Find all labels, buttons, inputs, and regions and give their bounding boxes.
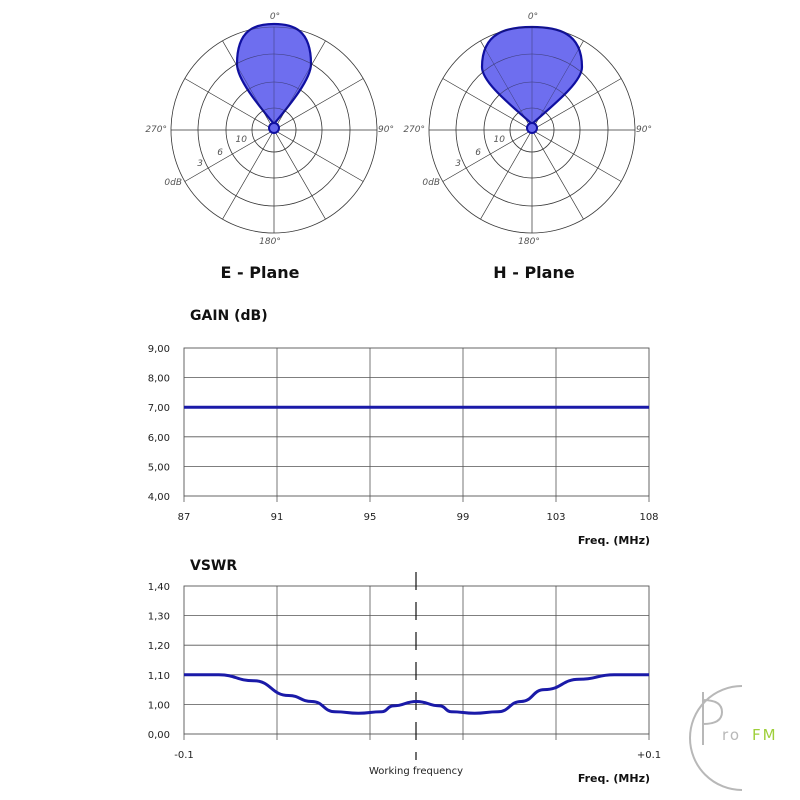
e-plane-radial-label-6: 6 bbox=[217, 148, 223, 158]
gain-x-tick-label: 87 bbox=[178, 512, 191, 523]
h-plane-polar-chart: 90° 180° 270° 0dB 3 6 10 H - Plane 0° bbox=[403, 12, 652, 282]
h-plane-title: H - Plane bbox=[493, 263, 575, 282]
gain-x-tick-label: 95 bbox=[364, 512, 377, 523]
h-plane-grid-overlay bbox=[428, 26, 636, 234]
logo-ring bbox=[689, 685, 743, 791]
gain-chart-title: GAIN (dB) bbox=[190, 308, 268, 324]
logo-text-ro: ro bbox=[722, 726, 741, 744]
h-plane-back-lobe bbox=[526, 122, 538, 134]
vswr-y-tick-label: 0,00 bbox=[148, 730, 170, 741]
gain-y-tick-label: 6,00 bbox=[148, 433, 170, 444]
vswr-chart: VSWR 0,00 1,00 1,10 1,20 1,30 1,40 -0.1 +0.1 Wo… bbox=[148, 558, 661, 785]
gain-plot-area: 4,00 5,00 6,00 7,00 8,00 9,00 87 91 95 99 103 108 bbox=[148, 344, 659, 523]
h-plane-radial-label-6: 6 bbox=[475, 148, 481, 158]
h-plane-angle-label-0: 0° bbox=[528, 12, 538, 22]
h-plane-radial-label-3: 3 bbox=[455, 159, 461, 169]
gain-y-tick-label: 5,00 bbox=[148, 462, 170, 473]
logo-text-fm: FM bbox=[752, 726, 778, 744]
e-plane-angle-label-180: 180° bbox=[259, 237, 281, 247]
gain-y-tick-label: 9,00 bbox=[148, 344, 170, 355]
vswr-x-axis-title: Freq. (MHz) bbox=[578, 772, 650, 785]
vswr-y-tick-label: 1,20 bbox=[148, 641, 170, 652]
h-plane-angle-label-90: 90° bbox=[636, 125, 652, 135]
e-plane-angle-label-90: 90° bbox=[378, 125, 394, 135]
working-frequency-annotation: Working frequency bbox=[369, 766, 463, 777]
gain-x-tick-label: 103 bbox=[546, 512, 565, 523]
h-plane-radial-label-10: 10 bbox=[494, 135, 506, 145]
gain-y-tick-label: 4,00 bbox=[148, 492, 170, 503]
e-plane-title: E - Plane bbox=[221, 263, 300, 282]
gain-x-tick-label: 99 bbox=[457, 512, 470, 523]
vswr-y-tick-label: 1,00 bbox=[148, 700, 170, 711]
vswr-plot-area: 0,00 1,00 1,10 1,20 1,30 1,40 -0.1 +0.1 bbox=[148, 572, 661, 761]
gain-plot-frame bbox=[183, 347, 650, 497]
e-plane-radial-label-3: 3 bbox=[197, 159, 203, 169]
gain-y-tick-label: 7,00 bbox=[148, 403, 170, 414]
e-plane-radial-label-10: 10 bbox=[236, 135, 248, 145]
vswr-y-tick-label: 1,40 bbox=[148, 582, 170, 593]
h-plane-angle-label-270: 270° bbox=[403, 125, 425, 135]
e-plane-polar-chart: 90° 180° 270° 0dB 3 6 10 E - Plane 0° bbox=[145, 12, 394, 282]
h-plane-angle-label-180: 180° bbox=[518, 237, 540, 247]
gain-x-axis-title: Freq. (MHz) bbox=[578, 534, 650, 547]
e-plane-radial-label-0db: 0dB bbox=[164, 178, 182, 188]
h-plane-radial-label-0db: 0dB bbox=[422, 178, 440, 188]
logo-p-glyph bbox=[702, 692, 724, 745]
e-plane-back-lobe bbox=[268, 122, 280, 134]
e-plane-angle-label-270: 270° bbox=[145, 125, 167, 135]
vswr-x-tick-label: +0.1 bbox=[637, 750, 661, 761]
vswr-series-line bbox=[184, 673, 649, 715]
profm-logo: ro FM bbox=[689, 685, 778, 791]
gain-chart: GAIN (dB) 4,00 5,00 6,00 7,00 8,00 9,00 87 91 95… bbox=[148, 308, 659, 547]
gain-x-tick-label: 108 bbox=[639, 512, 658, 523]
vswr-chart-title: VSWR bbox=[190, 558, 237, 574]
gain-x-tick-label: 91 bbox=[271, 512, 284, 523]
vswr-x-tick-label: -0.1 bbox=[174, 750, 194, 761]
vswr-y-tick-label: 1,30 bbox=[148, 612, 170, 623]
e-plane-angle-label-0: 0° bbox=[270, 12, 280, 22]
gain-y-tick-label: 8,00 bbox=[148, 374, 170, 385]
vswr-y-tick-label: 1,10 bbox=[148, 671, 170, 682]
